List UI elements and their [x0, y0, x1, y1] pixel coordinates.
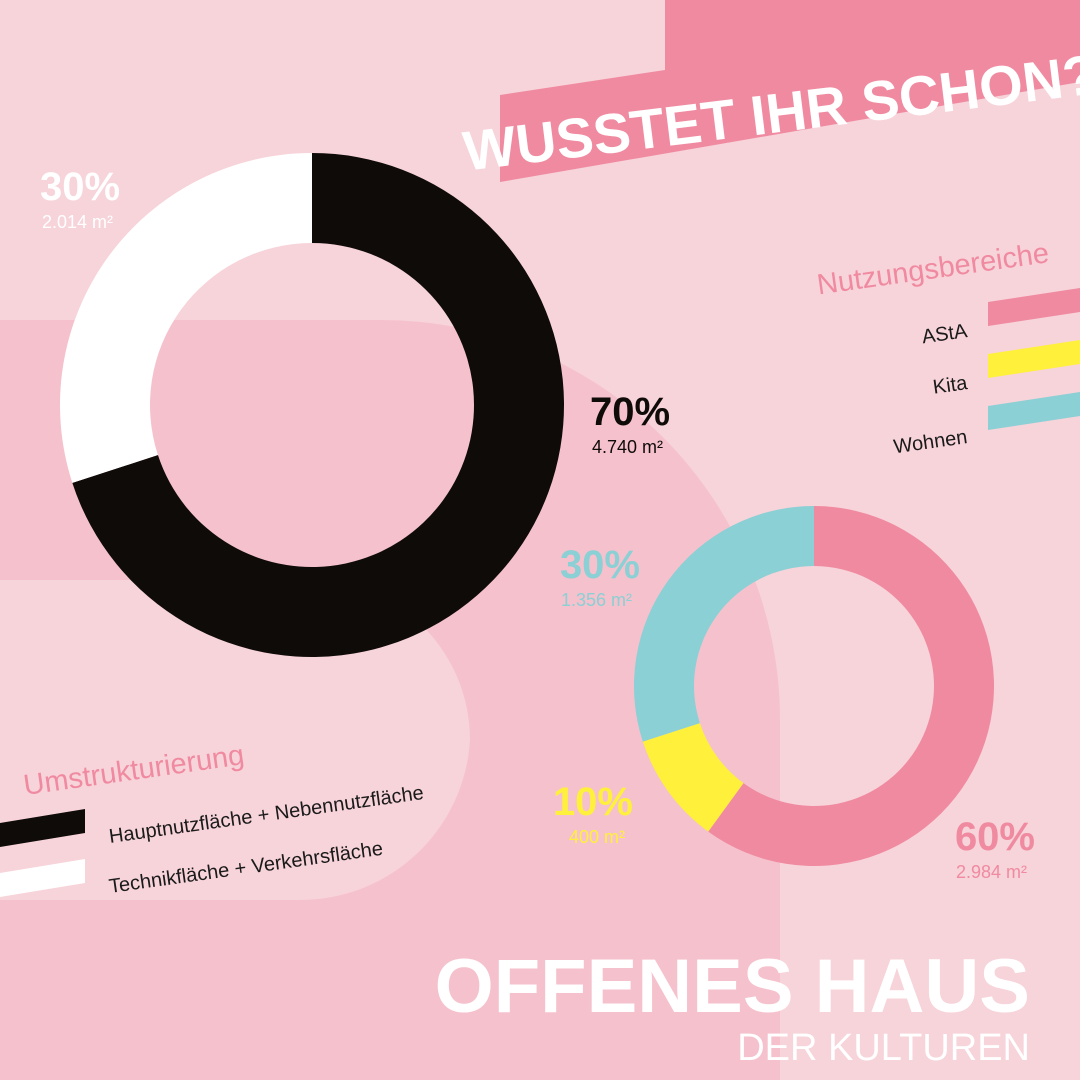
- legend-swatch: [0, 859, 85, 897]
- legend-swatch: [988, 392, 1080, 430]
- area-label: 2.984 m²: [956, 862, 1027, 882]
- value-label: 10%: [553, 780, 633, 824]
- donut-segment: [642, 723, 744, 832]
- donut-segment: [634, 506, 814, 742]
- legend-label: Kita: [932, 372, 970, 399]
- value-label: 60%: [955, 815, 1035, 859]
- donut-segment: [72, 153, 564, 657]
- logo-subtitle: DER KULTUREN: [737, 1027, 1030, 1069]
- donut-segment: [708, 506, 995, 866]
- value-label: 30%: [560, 543, 640, 587]
- legend-swatch: [988, 288, 1080, 326]
- background-shape: [0, 579, 471, 901]
- area-label: 4.740 m²: [592, 437, 663, 457]
- area-label: 1.356 m²: [561, 590, 632, 610]
- title-banner: [500, 0, 1080, 182]
- value-label: 70%: [590, 390, 670, 434]
- logo-name: OFFENES HAUS: [435, 944, 1030, 1029]
- value-label: 30%: [40, 165, 120, 209]
- donut-segment: [59, 153, 312, 483]
- area-label: 2.014 m²: [42, 212, 113, 232]
- area-label: 400 m²: [569, 827, 625, 847]
- legend-swatch: [0, 809, 85, 847]
- legend-swatch: [988, 340, 1080, 378]
